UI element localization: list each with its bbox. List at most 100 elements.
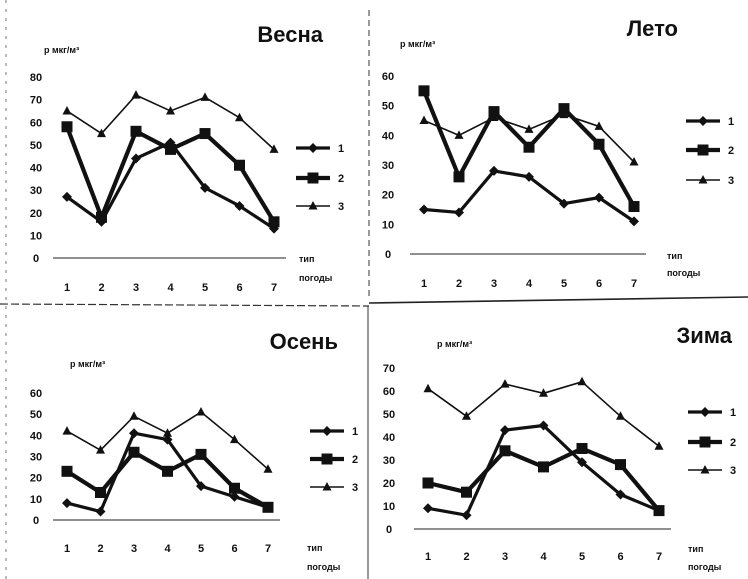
chart-panel-3: Осень р мкг/м³ 0 10 20 30 40 50 60 1 2 3 4 5 6 7 тип пого… bbox=[30, 329, 358, 572]
x-axis-label-line1: тип bbox=[307, 543, 322, 553]
series-3-point bbox=[462, 411, 471, 420]
chart-title: Зима bbox=[676, 323, 732, 348]
series-3-point bbox=[500, 379, 510, 388]
series-3-point bbox=[230, 434, 239, 444]
y-tick-label: 30 bbox=[30, 185, 42, 197]
series-3-point bbox=[129, 411, 139, 420]
legend-label: 2 bbox=[728, 145, 734, 157]
legend-marker-1 bbox=[698, 116, 708, 126]
x-tick-label: 1 bbox=[421, 278, 427, 290]
y-tick-label: 30 bbox=[382, 160, 394, 172]
series-3-point bbox=[131, 90, 141, 99]
x-tick-label: 3 bbox=[502, 551, 508, 563]
x-tick-label: 7 bbox=[656, 551, 662, 563]
series-2-point bbox=[488, 106, 500, 118]
x-tick-label: 1 bbox=[425, 551, 431, 563]
series-1-point bbox=[131, 153, 141, 164]
x-axis-label-line2: погоды bbox=[307, 562, 341, 572]
x-tick-label: 5 bbox=[579, 551, 585, 563]
series-2-point bbox=[628, 201, 640, 213]
series-1-point bbox=[559, 198, 569, 209]
x-tick-label: 2 bbox=[456, 278, 462, 290]
series-3-point bbox=[577, 376, 587, 386]
y-axis-label: р мкг/м³ bbox=[437, 339, 472, 349]
series-2-point bbox=[523, 141, 535, 153]
divider-horizontal-right bbox=[368, 296, 748, 304]
y-tick-label: 70 bbox=[383, 363, 395, 375]
legend-label: 2 bbox=[338, 173, 344, 185]
x-tick-label: 2 bbox=[97, 543, 103, 555]
y-tick-label: 60 bbox=[383, 386, 395, 398]
series-1-point bbox=[162, 434, 173, 445]
x-tick-label: 3 bbox=[133, 282, 139, 294]
x-axis-label-line1: тип bbox=[688, 544, 703, 554]
series-1-point bbox=[423, 503, 433, 514]
legend-label: 3 bbox=[730, 465, 736, 477]
x-tick-label: 3 bbox=[491, 278, 497, 290]
x-tick-label: 7 bbox=[631, 278, 637, 290]
series-3-point bbox=[62, 105, 72, 115]
y-tick-label: 40 bbox=[382, 130, 394, 142]
legend-label: 3 bbox=[728, 175, 734, 187]
y-tick-label: 60 bbox=[30, 388, 42, 400]
x-tick-label: 5 bbox=[198, 543, 204, 555]
x-tick-label: 5 bbox=[561, 278, 567, 290]
series-1-point bbox=[129, 428, 139, 439]
legend-label: 2 bbox=[352, 454, 358, 466]
x-axis-label-line2: погоды bbox=[667, 268, 701, 278]
series-1-point bbox=[524, 171, 534, 182]
series-3-point bbox=[524, 124, 534, 133]
series-1-point bbox=[419, 204, 429, 215]
y-tick-label: 20 bbox=[382, 190, 394, 202]
series-3-point bbox=[423, 383, 433, 393]
series-2-point bbox=[165, 143, 176, 155]
series-3-point bbox=[62, 426, 72, 435]
legend-label: 3 bbox=[352, 482, 358, 494]
y-tick-label: 40 bbox=[30, 430, 42, 442]
y-tick-label: 10 bbox=[30, 494, 42, 506]
y-axis-label: р мкг/м³ bbox=[400, 39, 435, 49]
y-tick-label: 60 bbox=[30, 117, 42, 129]
series-2-point bbox=[262, 501, 274, 513]
series-3-point bbox=[616, 411, 625, 420]
series-1-point bbox=[454, 207, 464, 218]
legend-marker-2 bbox=[697, 144, 709, 156]
y-tick-label: 0 bbox=[33, 515, 39, 527]
y-tick-label: 20 bbox=[30, 473, 42, 485]
x-tick-label: 2 bbox=[98, 282, 104, 294]
y-axis-label: р мкг/м³ bbox=[44, 45, 79, 55]
legend-label: 3 bbox=[338, 201, 344, 213]
x-axis-label-line1: тип bbox=[299, 254, 314, 264]
series-2-point bbox=[615, 459, 626, 471]
series-2-point bbox=[653, 505, 665, 517]
x-axis-label-line2: погоды bbox=[299, 273, 333, 283]
series-3-point bbox=[235, 112, 244, 122]
y-tick-label: 10 bbox=[30, 230, 42, 242]
x-tick-label: 4 bbox=[164, 543, 171, 555]
series-1-point bbox=[62, 498, 72, 509]
legend-label: 1 bbox=[352, 426, 358, 438]
x-tick-label: 6 bbox=[596, 278, 602, 290]
y-tick-label: 80 bbox=[30, 72, 42, 84]
series-3-point bbox=[489, 112, 499, 122]
y-axis-label: р мкг/м³ bbox=[70, 359, 105, 369]
chart-panel-4: Зима р мкг/м³ 0 10 20 30 40 50 60 70 1 2 3 4 5 6 7 тип пог… bbox=[383, 323, 736, 572]
legend-label: 1 bbox=[728, 116, 734, 128]
series-2-point bbox=[162, 465, 173, 477]
legend-label: 2 bbox=[730, 437, 736, 449]
series-1-point bbox=[229, 491, 240, 502]
y-tick-label: 40 bbox=[30, 163, 42, 175]
chart-panel-1: Весна р мкг/м³ 0 10 20 30 40 50 60 70 80 1 2 3 4 5 6 7 тип… bbox=[30, 22, 344, 294]
y-tick-label: 70 bbox=[30, 95, 42, 107]
y-tick-label: 50 bbox=[383, 409, 395, 421]
series-3-point bbox=[97, 128, 106, 138]
x-tick-label: 7 bbox=[271, 282, 277, 294]
series-2-point bbox=[418, 85, 430, 97]
series-1-point bbox=[489, 165, 499, 176]
x-tick-label: 6 bbox=[617, 551, 623, 563]
series-3-point bbox=[539, 388, 548, 397]
series-2-point bbox=[538, 461, 549, 473]
y-tick-label: 20 bbox=[30, 208, 42, 220]
legend-marker-3 bbox=[700, 465, 710, 474]
